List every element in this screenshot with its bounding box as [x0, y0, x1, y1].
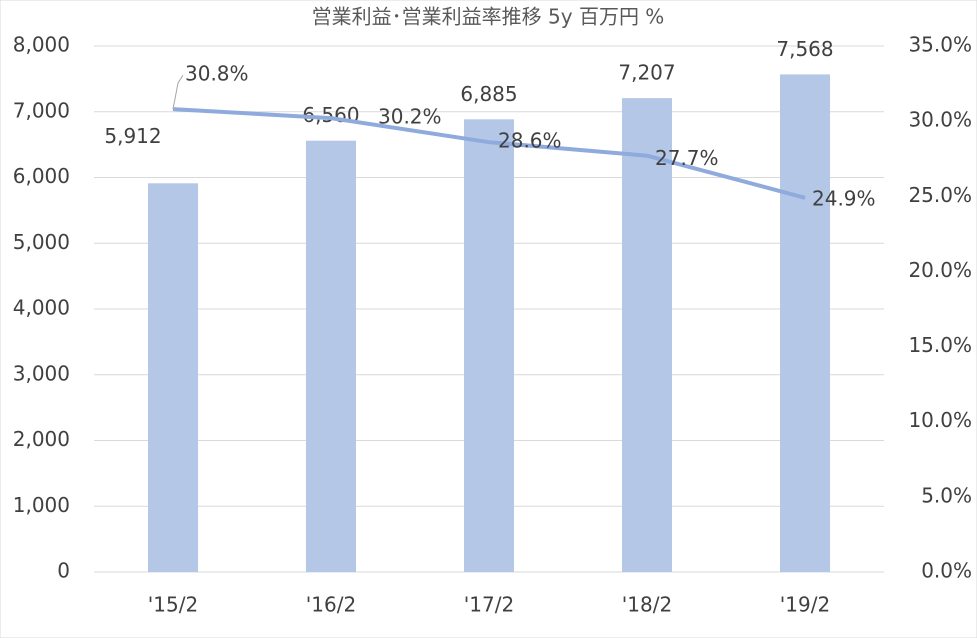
bar: [148, 183, 198, 572]
y-tick-label: 1,000: [13, 493, 70, 517]
bar: [780, 74, 830, 573]
x-tick-label: '17/2: [464, 593, 514, 617]
y2-tick-label: 20.0%: [908, 258, 972, 282]
y2-tick-label: 25.0%: [908, 183, 972, 207]
x-tick-label: '16/2: [306, 593, 356, 617]
y-tick-label: 7,000: [13, 98, 70, 122]
y2-tick-label: 10.0%: [908, 408, 972, 432]
x-tick-label: '18/2: [622, 593, 672, 617]
line-value-label: 30.8%: [185, 62, 249, 86]
line-value-label: 27.7%: [655, 146, 719, 170]
y2-tick-label: 5.0%: [921, 483, 972, 507]
bar-value-label: 6,885: [460, 82, 517, 106]
y-tick-label: 5,000: [13, 230, 70, 254]
y2-tick-label: 0.0%: [921, 559, 972, 583]
bar: [306, 140, 356, 572]
line: [172, 107, 806, 200]
bar-value-label: 7,568: [776, 37, 833, 61]
leader-line: [172, 74, 184, 110]
y-tick-label: 2,000: [13, 427, 70, 451]
line-value-label: 30.2%: [378, 105, 442, 129]
y2-tick-label: 35.0%: [908, 33, 972, 57]
line-value-label: 28.6%: [498, 129, 562, 153]
y-tick-label: 3,000: [13, 361, 70, 385]
chart-title: 営業利益･営業利益率推移 5y 百万円 %: [312, 5, 665, 29]
y-tick-label: 0: [57, 559, 70, 583]
y-tick-label: 4,000: [13, 296, 70, 320]
bar-value-label: 7,207: [618, 61, 675, 85]
x-tick-label: '19/2: [780, 593, 830, 617]
y2-tick-label: 30.0%: [908, 108, 972, 132]
y-tick-label: 6,000: [13, 164, 70, 188]
x-tick-label: '15/2: [148, 593, 198, 617]
y2-tick-label: 15.0%: [908, 333, 972, 357]
bar-value-label: 5,912: [104, 124, 161, 148]
line-value-label: 24.9%: [812, 186, 876, 210]
bar: [464, 119, 514, 572]
bar: [622, 98, 672, 573]
y-tick-label: 8,000: [13, 33, 70, 57]
